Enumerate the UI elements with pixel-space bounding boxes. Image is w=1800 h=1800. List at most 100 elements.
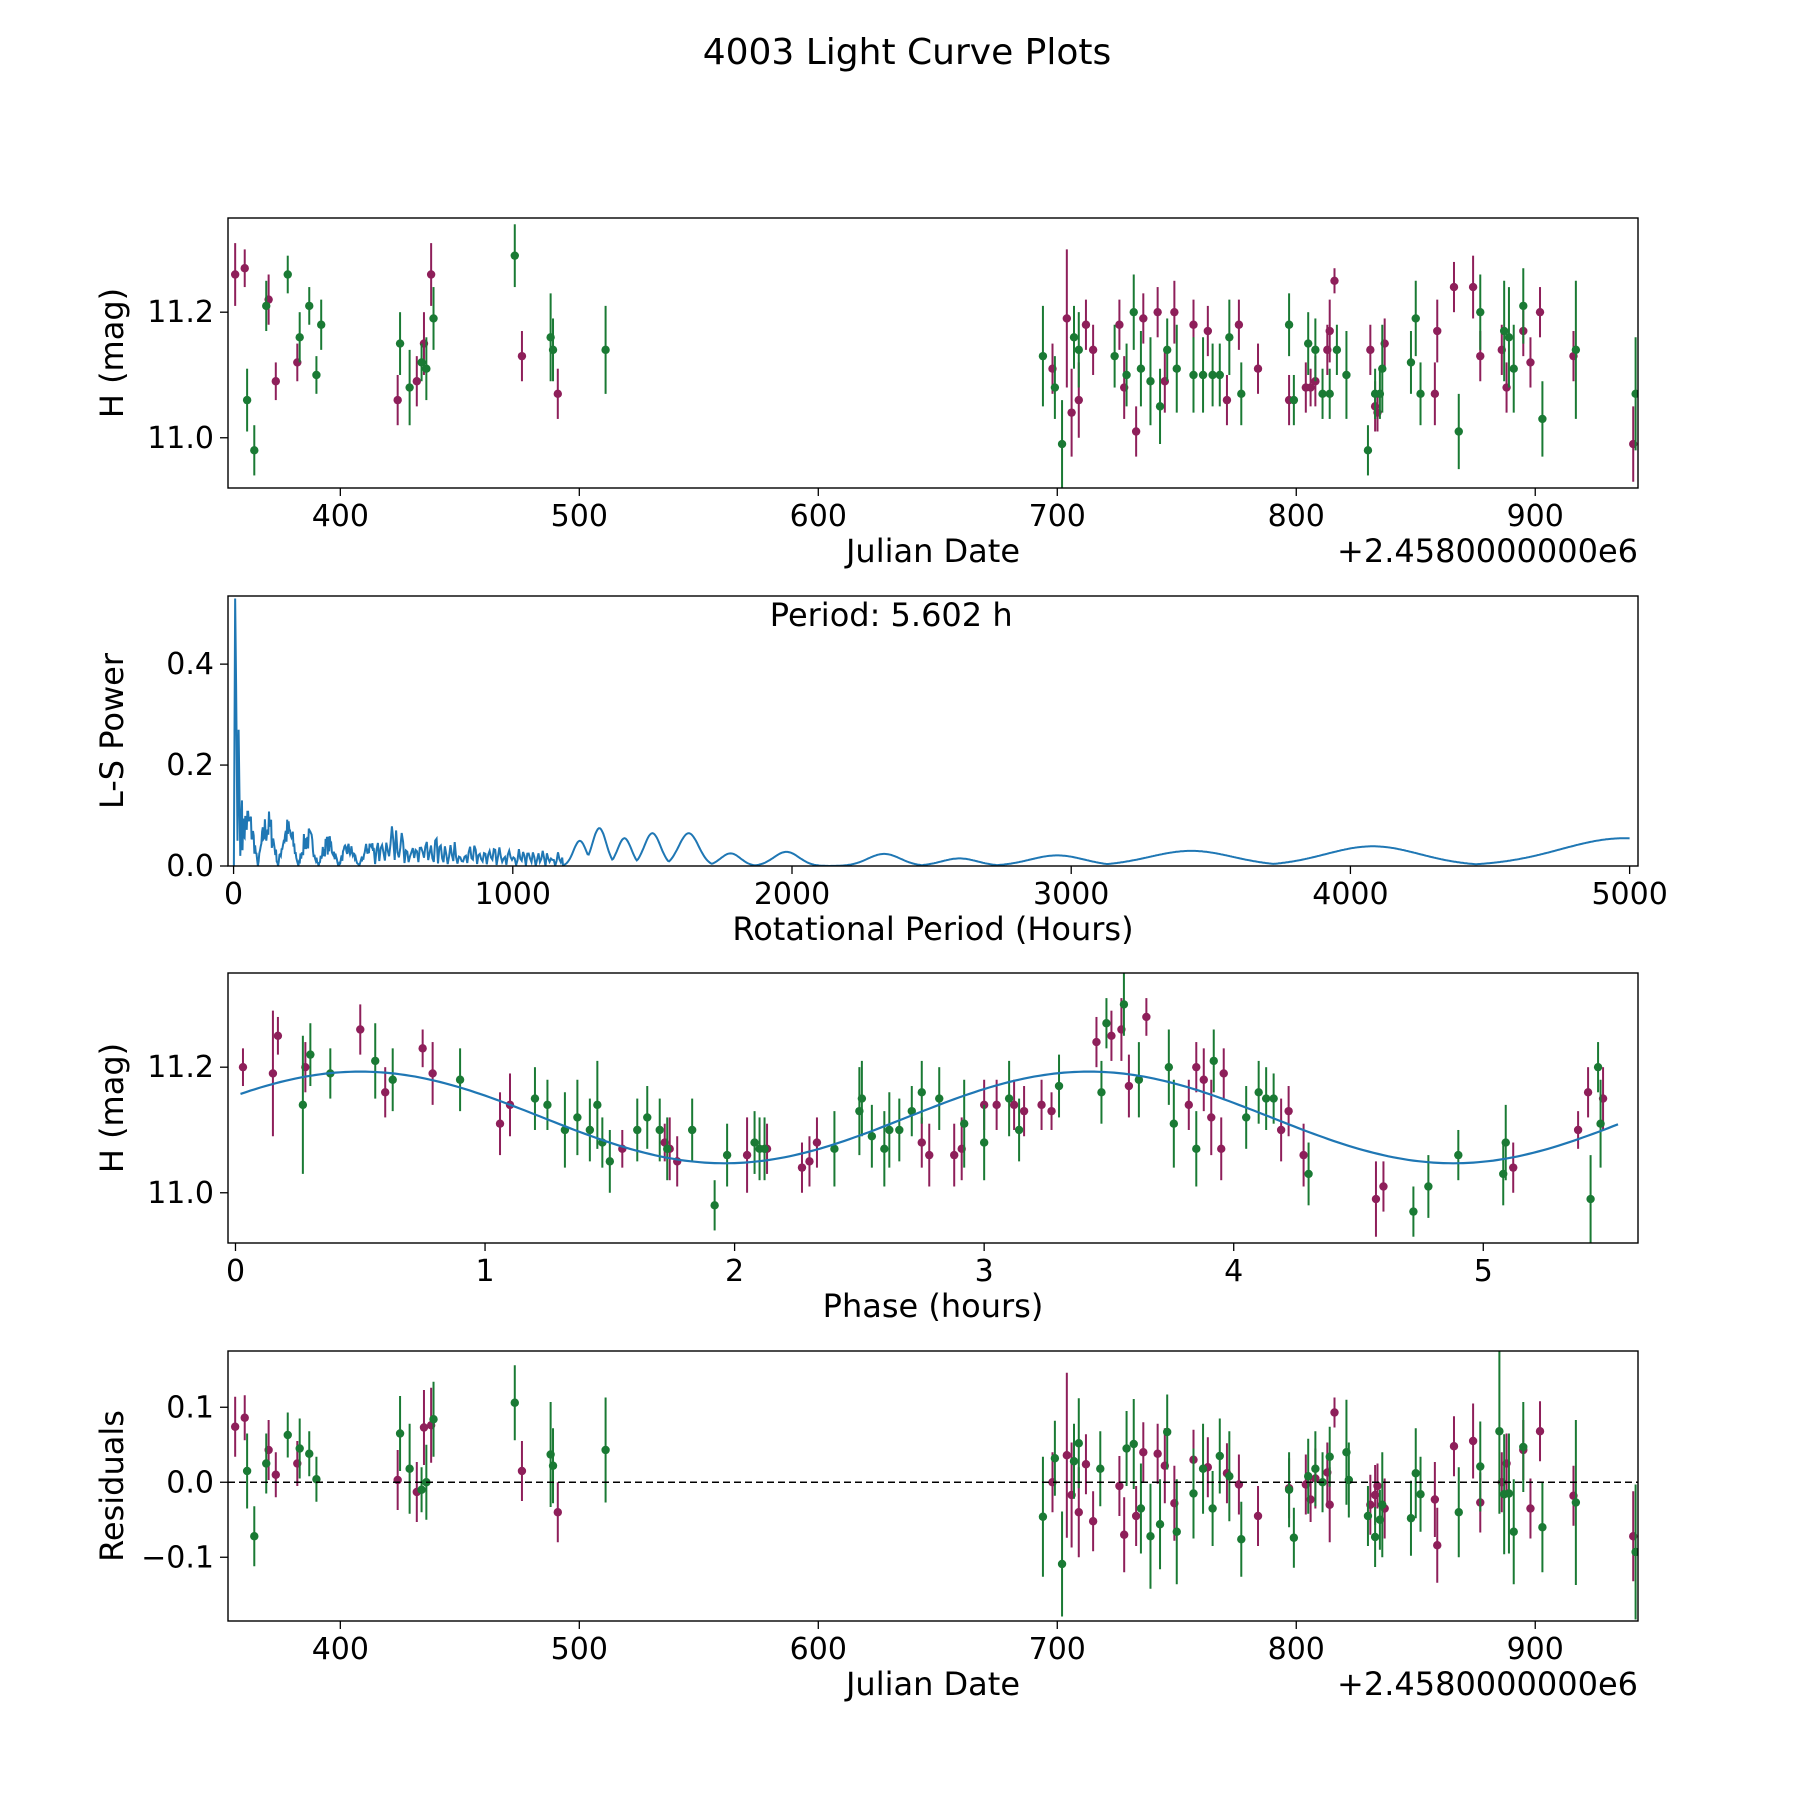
residuals-data-point: [1378, 1500, 1387, 1509]
phased-data-point: [1037, 1100, 1046, 1110]
residuals-data-point: [1237, 1535, 1246, 1544]
lightcurve-data-point: [1468, 282, 1478, 292]
phased-data-point: [1004, 1094, 1014, 1103]
periodogram-curve: [232, 598, 1630, 866]
lightcurve-data-point: [1411, 314, 1420, 323]
phased-data-point: [1192, 1062, 1201, 1072]
phased-data-point: [1199, 1075, 1208, 1084]
residuals-ylabel: Residuals: [93, 1410, 131, 1562]
phased-ylabel: H (mag): [93, 1043, 131, 1173]
phased-data-point: [1284, 1106, 1293, 1116]
residuals-data-point: [395, 1429, 405, 1438]
phased-data-point: [885, 1125, 894, 1135]
phased-data-point: [1261, 1094, 1271, 1103]
lightcurve-data-point: [1406, 358, 1416, 367]
lightcurve-data-point: [1170, 307, 1179, 317]
phased-data-point: [1379, 1182, 1388, 1191]
periodogram-xtick-label: 2000: [754, 877, 830, 912]
residuals-ytick-label: −0.1: [141, 1540, 214, 1575]
residuals-data-point: [1363, 1511, 1373, 1521]
lightcurve-data-point: [1253, 364, 1263, 373]
phased-data-point: [1583, 1088, 1593, 1097]
lightcurve-x-offset-label: +2.4580000000e6: [1337, 532, 1638, 570]
phased-data-point: [268, 1069, 278, 1078]
residuals-data-point: [1057, 1559, 1067, 1569]
phased-data-point: [925, 1150, 934, 1160]
residuals-data-point: [1526, 1504, 1535, 1513]
residuals-data-point: [1163, 1427, 1172, 1437]
residuals-data-point: [1215, 1451, 1224, 1461]
lightcurve-data-point: [1378, 364, 1387, 373]
lightcurve-xtick-label: 700: [1029, 499, 1086, 534]
lightcurve-data-point: [230, 270, 240, 279]
phased-data-point: [530, 1094, 540, 1103]
phased-data-point: [306, 1050, 315, 1059]
phased-xtick-label: 4: [1224, 1254, 1243, 1289]
lightcurve-data-point: [601, 345, 610, 355]
lightcurve-data-point: [1129, 307, 1138, 317]
residuals-data-point: [1062, 1451, 1072, 1460]
lightcurve-data-point: [1366, 345, 1375, 355]
lightcurve-data-point: [1538, 414, 1547, 424]
phased-data-point: [663, 1144, 672, 1154]
residuals-data-point: [262, 1459, 271, 1468]
phased-data-point: [1424, 1182, 1433, 1191]
lightcurve-data-point: [1115, 320, 1124, 329]
phased-data-point: [797, 1163, 807, 1172]
lightcurve-data-point: [1284, 320, 1294, 329]
phased-data-point: [907, 1106, 916, 1116]
phased-data-point: [1586, 1194, 1595, 1204]
lightcurve-data-point: [1189, 370, 1198, 380]
lightcurve-series-band-magenta: [230, 243, 1638, 482]
lightcurve-data-point: [548, 345, 558, 355]
lightcurve-data-point: [1476, 307, 1485, 317]
phased-data-point: [371, 1056, 380, 1066]
lightcurve-data-point: [510, 251, 519, 260]
phased-data-point: [543, 1100, 552, 1110]
residuals-data-point: [1208, 1504, 1217, 1513]
phased-data-point: [1169, 1119, 1179, 1128]
lightcurve-data-point: [1535, 307, 1545, 317]
residuals-data-point: [1038, 1512, 1048, 1521]
lightcurve-data-point: [405, 383, 414, 392]
lightcurve-data-point: [1306, 383, 1315, 392]
lightcurve-data-point: [240, 264, 249, 273]
phased-data-point: [1454, 1150, 1463, 1160]
phased-data-point: [605, 1157, 615, 1166]
lightcurve-points-layer: [230, 224, 1638, 488]
lightcurve-data-point: [1330, 276, 1339, 285]
phased-data-point: [830, 1144, 839, 1154]
periodogram-ytick-label: 0.0: [166, 849, 214, 884]
residuals-data-point: [271, 1470, 280, 1479]
phased-data-point: [959, 1119, 969, 1128]
phased-data-point: [495, 1119, 505, 1128]
lightcurve-data-point: [1198, 370, 1208, 380]
residuals-data-point: [1406, 1514, 1416, 1523]
phased-data-point: [238, 1062, 248, 1072]
lightcurve-data-point: [1454, 427, 1463, 436]
periodogram-ytick-label: 0.2: [166, 748, 214, 783]
residuals-x-offset-label: +2.4580000000e6: [1337, 1665, 1638, 1703]
residuals-data-point: [1096, 1464, 1105, 1473]
residuals-data-point: [1074, 1439, 1083, 1448]
residuals-data-point: [1325, 1500, 1334, 1509]
lightcurve-data-point: [1318, 389, 1327, 399]
phased-xtick-label: 2: [725, 1254, 744, 1289]
residuals-data-point: [1468, 1436, 1478, 1446]
phased-data-point: [1254, 1088, 1263, 1097]
residuals-data-point: [1129, 1439, 1138, 1449]
lightcurve-data-point: [1237, 389, 1246, 399]
residuals-data-point: [1253, 1511, 1263, 1521]
phased-data-point: [895, 1125, 904, 1135]
lightcurve-data-point: [422, 364, 431, 373]
residuals-data-point: [1519, 1442, 1528, 1452]
residuals-data-point: [1139, 1448, 1148, 1457]
residuals-data-point: [1131, 1511, 1141, 1521]
lightcurve-data-point: [271, 377, 280, 386]
lightcurve-data-point: [553, 389, 562, 399]
phased-data-point: [1092, 1037, 1101, 1047]
lightcurve-data-point: [1172, 364, 1181, 373]
residuals-data-point: [1325, 1452, 1334, 1461]
periodogram-panel: Period: 5.602 h 0 1000 2000 3000 4000 5000 0.0 0…: [93, 595, 1668, 948]
